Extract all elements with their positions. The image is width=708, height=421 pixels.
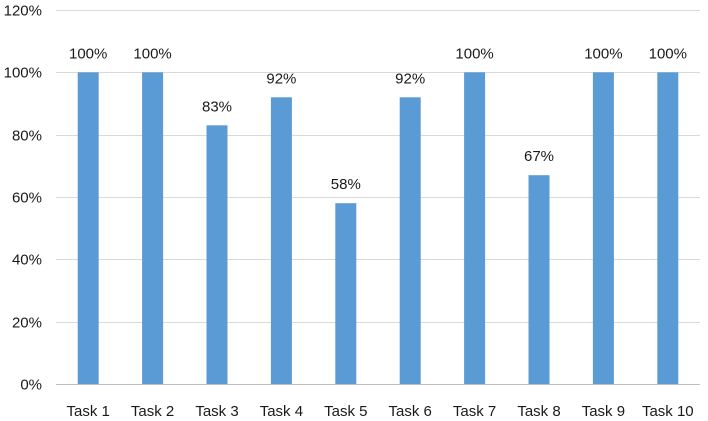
x-tick-label: Task 2 (131, 403, 174, 420)
data-label: 92% (395, 70, 425, 87)
data-label: 92% (266, 70, 296, 87)
bar (657, 72, 679, 385)
y-tick-label: 100% (4, 65, 42, 82)
data-label: 100% (455, 45, 493, 62)
x-tick-label: Task 7 (453, 403, 496, 420)
y-axis-ticks: 0% 20% 40% 60% 80% 100% 120% (4, 3, 42, 394)
x-tick-label: Task 8 (517, 403, 560, 420)
y-tick-label: 120% (4, 3, 42, 20)
data-label: 67% (524, 148, 554, 165)
data-labels: 100% 100% 83% 92% 58% 92% 100% 67% 100% 100% (69, 45, 687, 193)
x-tick-label: Task 5 (324, 403, 367, 420)
data-label: 100% (133, 45, 171, 62)
bar (592, 72, 614, 385)
x-tick-label: Task 4 (260, 403, 303, 420)
y-tick-label: 0% (20, 377, 42, 394)
bar (142, 72, 164, 385)
bar (399, 97, 421, 385)
bar (77, 72, 99, 385)
data-label: 58% (331, 176, 361, 193)
y-tick-label: 80% (12, 128, 42, 145)
bar (528, 175, 550, 384)
x-axis-categories: Task 1 Task 2 Task 3 Task 4 Task 5 Task 6 Task… (67, 403, 694, 420)
y-tick-label: 40% (12, 252, 42, 269)
x-tick-label: Task 6 (389, 403, 432, 420)
bar (335, 203, 357, 384)
data-label: 100% (584, 45, 622, 62)
y-tick-label: 20% (12, 315, 42, 332)
bars (77, 72, 679, 385)
data-label: 100% (69, 45, 107, 62)
x-tick-label: Task 10 (642, 403, 694, 420)
bar (464, 72, 486, 385)
bar (206, 125, 228, 385)
gridlines (56, 10, 700, 385)
x-tick-label: Task 9 (582, 403, 625, 420)
y-tick-label: 60% (12, 190, 42, 207)
data-label: 100% (649, 45, 687, 62)
bar (270, 97, 292, 385)
data-label: 83% (202, 98, 232, 115)
x-tick-label: Task 3 (195, 403, 238, 420)
x-tick-label: Task 1 (67, 403, 110, 420)
